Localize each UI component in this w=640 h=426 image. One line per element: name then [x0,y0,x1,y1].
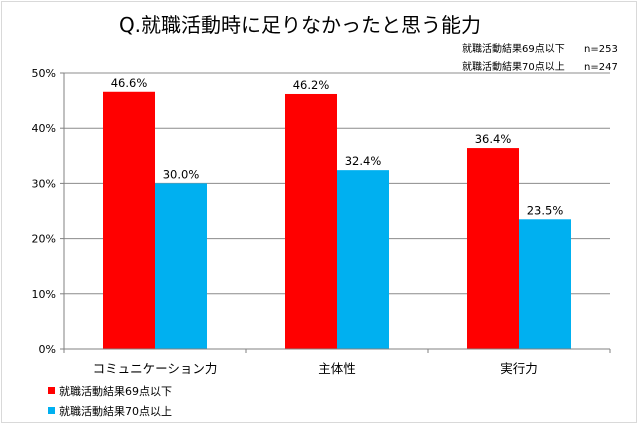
data-label: 23.5% [527,203,564,217]
legend-label-series-2: 就職活動結果70点以上 [59,404,172,418]
axes [63,73,611,353]
legend-swatch-series-2 [48,407,55,414]
x-category-label: 実行力 [500,361,538,376]
sample-note-series-1-label: 就職活動結果69点以下 [462,42,565,55]
bar-series-2 [519,219,571,349]
y-axis-ticks: 0% 10% 20% 30% 40% 50% [32,67,64,356]
legend-swatch-series-1 [48,387,55,394]
data-label: 32.4% [345,154,382,168]
bar-series-1 [467,148,519,349]
y-tick-label: 0% [39,343,56,356]
sample-note-series-2-label: 就職活動結果70点以上 [462,60,565,73]
bar-series-1 [103,91,155,349]
bar-series-2 [337,170,389,349]
data-labels: 46.6% 30.0% 46.2% 32.4% 36.4% 23.5% [111,76,564,218]
y-tick-label: 50% [32,67,56,80]
data-label: 30.0% [163,167,200,181]
x-axis-categories: コミュニケーション力 主体性 実行力 [93,361,538,376]
bars [103,91,571,349]
chart-title: Q.就職活動時に足りなかったと思う能力 [119,13,481,37]
x-category-label: コミュニケーション力 [93,361,218,376]
bar-series-2 [155,183,207,349]
data-label: 46.2% [293,78,330,92]
y-tick-label: 20% [32,233,56,246]
legend-label-series-1: 就職活動結果69点以下 [59,384,172,398]
bar-series-1 [285,93,337,349]
y-tick-label: 40% [32,122,56,135]
y-tick-label: 30% [32,177,56,190]
y-tick-label: 10% [32,288,56,301]
sample-note-series-2-n: n=247 [584,62,618,73]
x-category-label: 主体性 [318,361,356,376]
sample-size-notes: 就職活動結果69点以下 n=253 就職活動結果70点以上 n=247 [462,42,618,73]
data-label: 46.6% [111,76,148,90]
data-label: 36.4% [475,132,512,146]
legend: 就職活動結果69点以下 就職活動結果70点以上 [48,384,172,418]
sample-note-series-1-n: n=253 [584,44,618,55]
